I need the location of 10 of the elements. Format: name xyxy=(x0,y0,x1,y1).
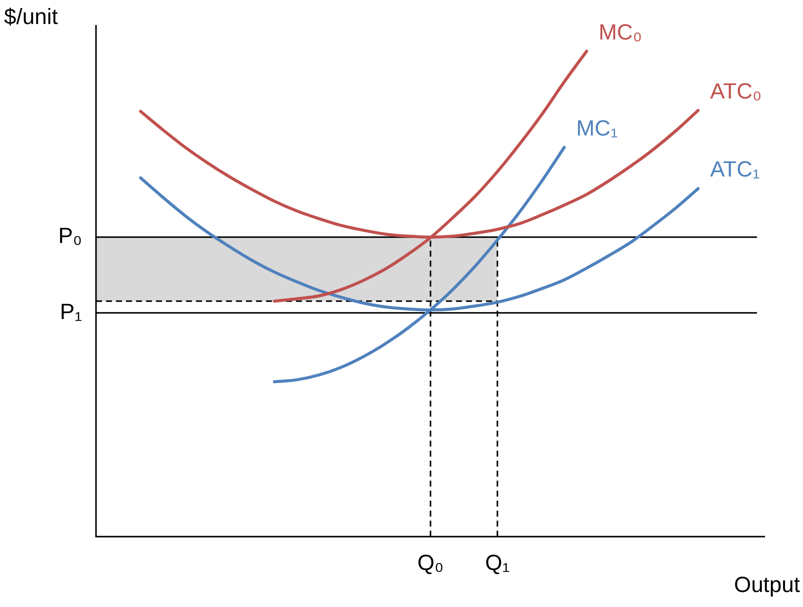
y-axis-title: $/unit xyxy=(4,4,58,30)
x-tick-label: Q₀ xyxy=(417,550,444,575)
series-label: MC₀ xyxy=(598,19,642,44)
x-tick-label: Q₁ xyxy=(485,550,510,575)
series-label: MC₁ xyxy=(576,115,618,140)
ref-line-label: P₁ xyxy=(60,298,82,324)
ref-line-label: P₀ xyxy=(58,223,82,248)
series-label: ATC₀ xyxy=(710,78,762,104)
series-label: ATC₁ xyxy=(710,156,760,182)
x-axis-title: Output xyxy=(734,572,800,598)
